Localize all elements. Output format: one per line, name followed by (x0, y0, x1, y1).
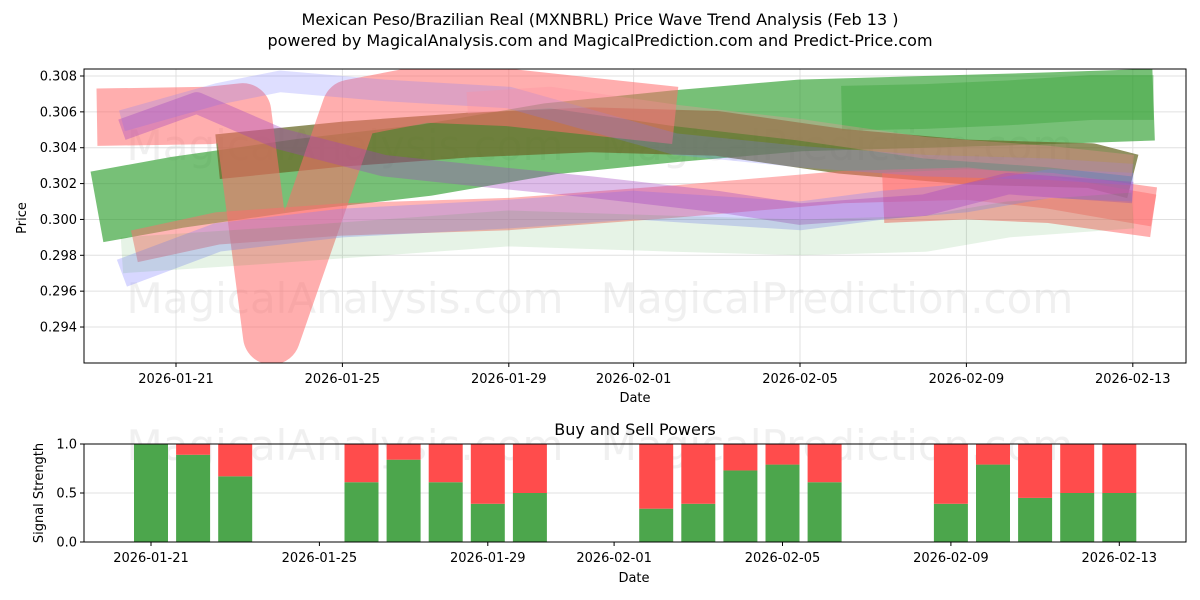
sell-bar (1102, 444, 1136, 493)
buy-bar (429, 482, 463, 542)
signal-y-axis-label: Signal Strength (32, 443, 47, 543)
buy-bar (513, 493, 547, 542)
buy-bar (1018, 498, 1052, 542)
price-y-ticks: 0.294 0.296 0.298 0.300 0.302 0.304 0.306 0.308 (40, 70, 84, 336)
buy-bar (1060, 493, 1094, 542)
price-x-ticks: 2026-01-21 2026-01-25 2026-01-29 2026-02-01… (138, 363, 1170, 387)
y-tick-label: 1.0 (56, 438, 77, 453)
y-tick-label: 0.302 (40, 177, 77, 192)
sell-bar (176, 444, 210, 455)
sell-bar (1060, 444, 1094, 493)
x-tick-label: 2026-02-05 (762, 372, 838, 387)
sell-bar (429, 444, 463, 482)
buy-bar (134, 444, 168, 542)
y-tick-label: 0.298 (40, 249, 77, 264)
sell-bar (766, 444, 800, 465)
buy-bar (934, 504, 968, 542)
x-tick-label: 2026-02-09 (929, 372, 1005, 387)
buy-bar (387, 460, 421, 542)
wave-band-green-light (842, 98, 1154, 109)
y-tick-label: 0.5 (56, 487, 77, 502)
sell-bar (976, 444, 1010, 465)
x-tick-label: 2026-01-25 (305, 372, 381, 387)
sell-bar (681, 444, 715, 504)
x-tick-label: 2026-01-25 (282, 551, 358, 566)
price-wave-chart: MagicalAnalysis.comMagicalPrediction.com… (0, 0, 1200, 600)
x-tick-label: 2026-02-05 (745, 551, 821, 566)
watermark: MagicalAnalysis.com (127, 274, 564, 323)
buy-bar (681, 504, 715, 542)
x-tick-label: 2026-01-29 (471, 372, 547, 387)
sell-bar (808, 444, 842, 482)
buy-bar (218, 476, 252, 542)
price-x-axis-label: Date (619, 391, 650, 406)
y-tick-label: 0.0 (56, 536, 77, 551)
signal-x-ticks: 2026-01-21 2026-01-25 2026-01-29 2026-02-01… (113, 542, 1157, 566)
price-y-axis-label: Price (15, 202, 30, 234)
x-tick-label: 2026-02-01 (596, 372, 672, 387)
buy-bar (723, 470, 757, 542)
x-tick-label: 2026-02-13 (1082, 551, 1158, 566)
signal-y-ticks: 0.0 0.5 1.0 (56, 438, 84, 551)
watermark: MagicalPrediction.com (601, 274, 1074, 323)
signal-x-axis-label: Date (618, 571, 649, 586)
buy-bar (639, 509, 673, 542)
x-tick-label: 2026-02-01 (576, 551, 652, 566)
x-tick-label: 2026-02-13 (1095, 372, 1171, 387)
sell-bar (513, 444, 547, 493)
sell-bar (723, 444, 757, 470)
y-tick-label: 0.294 (40, 321, 77, 336)
buy-bar (976, 465, 1010, 542)
x-tick-label: 2026-01-21 (113, 551, 189, 566)
y-tick-label: 0.296 (40, 285, 77, 300)
y-tick-label: 0.308 (40, 70, 77, 85)
buy-bar (766, 465, 800, 542)
buy-bar (471, 504, 505, 542)
sell-bar (387, 444, 421, 460)
sell-bar (639, 444, 673, 509)
sell-bar (345, 444, 379, 482)
buy-bar (345, 482, 379, 542)
sell-bar (471, 444, 505, 504)
x-tick-label: 2026-01-21 (138, 372, 214, 387)
sell-bar (1018, 444, 1052, 498)
buy-bar (1102, 493, 1136, 542)
buy-bar (176, 455, 210, 542)
y-tick-label: 0.300 (40, 213, 77, 228)
y-tick-label: 0.304 (40, 141, 77, 156)
x-tick-label: 2026-01-29 (450, 551, 526, 566)
bottom-watermarks: MagicalAnalysis.comMagicalPrediction.com (127, 421, 1074, 470)
sell-bar (218, 444, 252, 476)
sell-bar (934, 444, 968, 504)
y-tick-label: 0.306 (40, 105, 77, 120)
x-tick-label: 2026-02-09 (913, 551, 989, 566)
buy-bar (808, 482, 842, 542)
